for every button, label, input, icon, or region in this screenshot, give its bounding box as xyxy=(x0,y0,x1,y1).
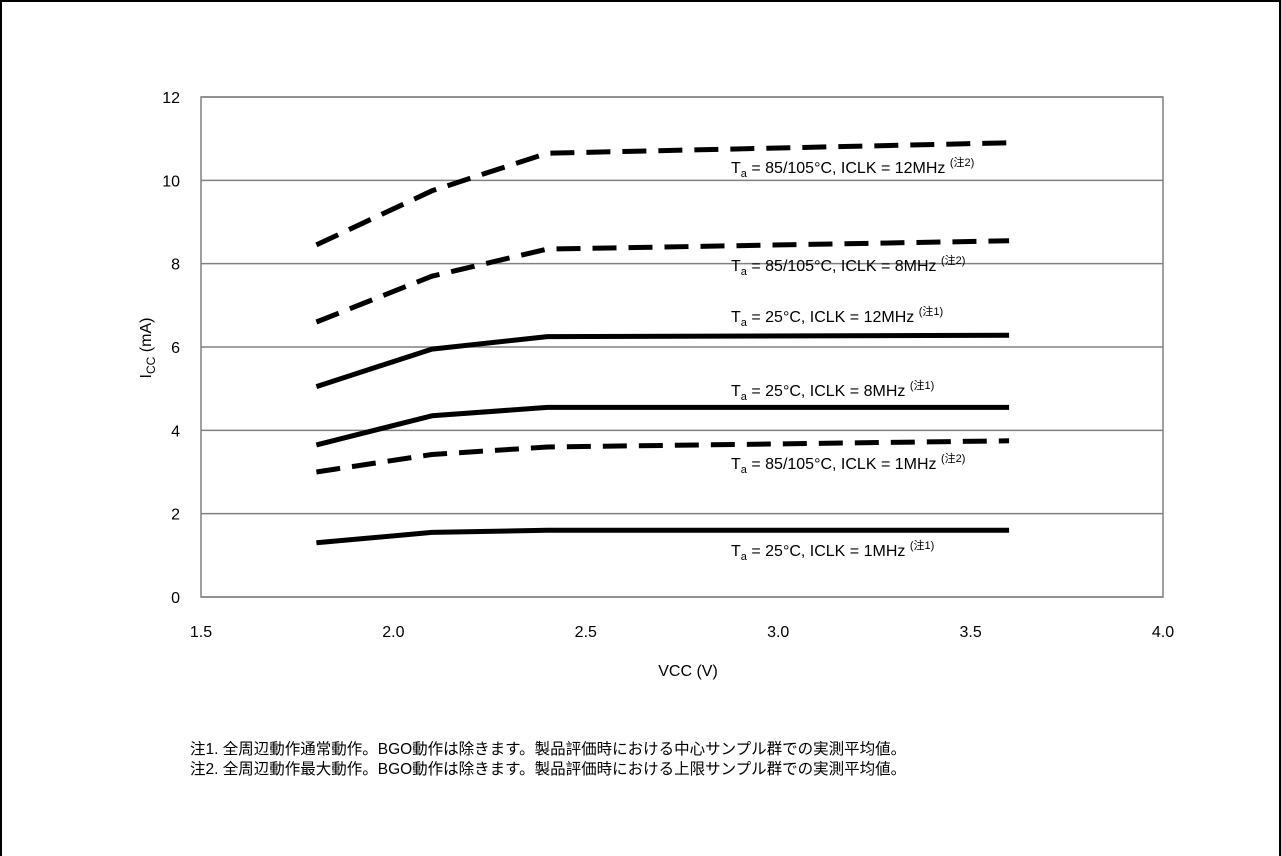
x-tick-label: 3.5 xyxy=(959,624,981,641)
y-tick-label: 12 xyxy=(162,90,180,107)
series-labels: Ta = 85/105°C, ICLK = 12MHz (注2) Ta = 85/… xyxy=(731,155,974,563)
y-tick-label: 10 xyxy=(162,173,180,190)
series-line-3 xyxy=(315,332,1010,389)
y-tick-label: 2 xyxy=(171,507,180,524)
series-label-6: Ta = 25°C, ICLK = 1MHz (注1) xyxy=(731,538,934,563)
x-axis-label: VCC (V) xyxy=(658,663,718,680)
y-tick-labels: 0 2 4 6 8 10 12 xyxy=(162,90,180,607)
series-label-3: Ta = 25°C, ICLK = 12MHz (注1) xyxy=(731,304,943,329)
series-label-5: Ta = 85/105°C, ICLK = 1MHz (注2) xyxy=(731,451,965,476)
y-tick-label: 6 xyxy=(171,340,180,357)
series-line-1 xyxy=(315,140,1010,248)
series-line-5 xyxy=(316,438,1010,475)
y-tick-label: 8 xyxy=(171,257,180,274)
x-tick-label: 2.0 xyxy=(382,624,404,641)
y-tick-label: 0 xyxy=(171,590,180,607)
footnote-1: 注1. 全周辺動作通常動作。BGO動作は除きます。製品評価時における中心サンプル… xyxy=(190,741,907,758)
x-tick-label: 4.0 xyxy=(1152,624,1174,641)
x-tick-labels: 1.5 2.0 2.5 3.0 3.5 4.0 xyxy=(190,624,1174,641)
y-tick-label: 4 xyxy=(171,423,180,440)
y-axis-label: ICC (mA) xyxy=(138,318,158,379)
series-label-4: Ta = 25°C, ICLK = 8MHz (注1) xyxy=(731,378,934,403)
x-tick-label: 2.5 xyxy=(575,624,597,641)
series-line-4 xyxy=(315,404,1010,448)
series-label-2: Ta = 85/105°C, ICLK = 8MHz (注2) xyxy=(731,253,965,278)
series-line-6 xyxy=(316,527,1010,546)
series-label-1: Ta = 85/105°C, ICLK = 12MHz (注2) xyxy=(731,155,974,180)
grid-lines xyxy=(200,96,1164,598)
x-tick-label: 3.0 xyxy=(767,624,789,641)
footnotes: 注1. 全周辺動作通常動作。BGO動作は除きます。製品評価時における中心サンプル… xyxy=(190,740,906,780)
icc-vs-vcc-chart: 0 2 4 6 8 10 12 1.5 2.0 2.5 3.0 3.5 4.0 Ta = 85/105… xyxy=(138,90,1174,680)
series-line-2 xyxy=(315,238,1010,325)
footnote-2: 注2. 全周辺動作最大動作。BGO動作は除きます。製品評価時における上限サンプル… xyxy=(190,761,907,778)
series-lines xyxy=(315,140,1010,546)
plot-area-border xyxy=(200,96,1164,598)
x-tick-label: 1.5 xyxy=(190,624,212,641)
